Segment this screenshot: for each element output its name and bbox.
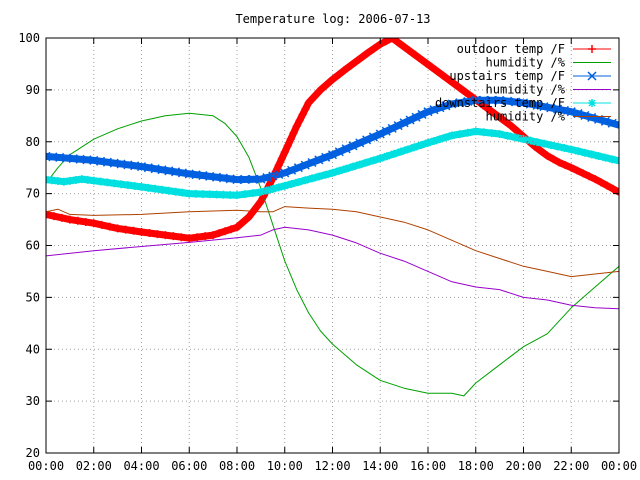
- x-tick-label: 00:00: [601, 459, 637, 473]
- y-tick-label: 80: [26, 135, 40, 149]
- series-markers-0: [46, 38, 618, 243]
- x-tick-label: 16:00: [410, 459, 446, 473]
- x-tick-label: 12:00: [314, 459, 350, 473]
- legend-item: upstairs temp /F: [449, 69, 611, 83]
- legend-item: outdoor temp /F: [457, 42, 611, 56]
- legend-item: humidity /%: [486, 56, 611, 70]
- y-tick-label: 90: [26, 83, 40, 97]
- y-tick-label: 40: [26, 342, 40, 356]
- x-tick-label: 22:00: [553, 459, 589, 473]
- series-line-2: [46, 96, 619, 184]
- y-tick-label: 100: [18, 31, 40, 45]
- x-tick-label: 04:00: [123, 459, 159, 473]
- axes: 20 30 40 50 60 70 80 90 100 00:00 02:00 04:00 06:00 0…: [18, 31, 637, 473]
- legend-label: downstairs temp /F: [435, 96, 565, 110]
- legend-marker: [588, 45, 596, 53]
- legend-marker: [587, 71, 597, 81]
- legend-item: downstairs temp /F: [435, 96, 611, 110]
- x-tick-label: 20:00: [505, 459, 541, 473]
- legend-label: outdoor temp /F: [457, 42, 565, 56]
- x-tick-label: 10:00: [267, 459, 303, 473]
- legend-label: humidity /%: [486, 56, 566, 70]
- x-tick-label: 18:00: [458, 459, 494, 473]
- chart-title: Temperature log: 2006-07-13: [235, 12, 430, 26]
- series-line-5: [46, 206, 619, 278]
- y-tick-label: 30: [26, 394, 40, 408]
- x-tick-label: 02:00: [76, 459, 112, 473]
- y-tick-label: 20: [26, 446, 40, 460]
- series-line-1: [46, 112, 619, 397]
- legend-label: upstairs temp /F: [449, 69, 565, 83]
- legend-item: humidity /%: [486, 83, 611, 97]
- x-tick-label: 06:00: [171, 459, 207, 473]
- y-tick-label: 70: [26, 187, 40, 201]
- x-tick-label: 00:00: [28, 459, 64, 473]
- series-line-3: [46, 226, 619, 310]
- y-tick-label: 60: [26, 239, 40, 253]
- series-markers-2: [46, 95, 617, 185]
- x-tick-label: 08:00: [219, 459, 255, 473]
- legend-item: humidity /%: [486, 110, 611, 124]
- x-tick-label: 14:00: [362, 459, 398, 473]
- legend-marker: [588, 99, 596, 107]
- series-markers-4: [46, 127, 617, 200]
- legend-label: humidity /%: [486, 83, 566, 97]
- marker-group: [46, 38, 618, 243]
- y-tick-label: 50: [26, 290, 40, 304]
- legend-label: humidity /%: [486, 110, 566, 124]
